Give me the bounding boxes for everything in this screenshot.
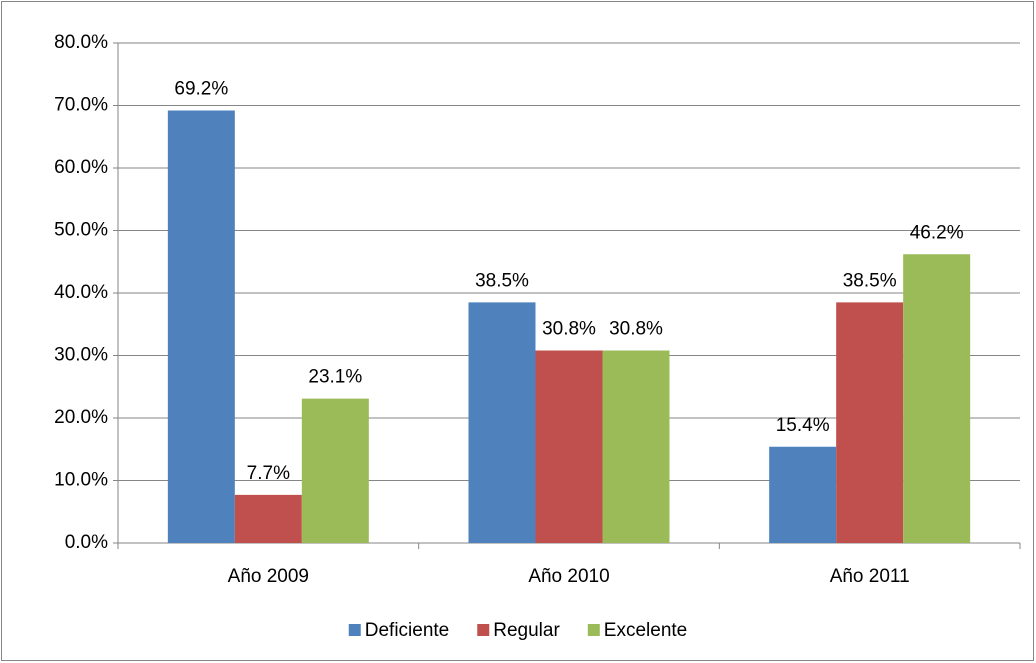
data-label: 30.8%	[542, 319, 596, 340]
y-tick-label: 10.0%	[54, 470, 108, 491]
bar	[234, 494, 302, 543]
bar	[468, 302, 536, 543]
data-label: 7.7%	[247, 463, 290, 484]
y-tick-label: 20.0%	[54, 407, 108, 428]
data-label: 69.2%	[174, 79, 228, 100]
legend-swatch	[348, 624, 361, 636]
data-label: 46.2%	[910, 222, 964, 243]
legend-swatch	[587, 624, 600, 636]
x-tick-label: Año 2009	[228, 566, 309, 587]
data-label: 23.1%	[308, 367, 362, 388]
bar	[836, 302, 904, 543]
y-tick-label: 30.0%	[54, 345, 108, 366]
y-tick-label: 60.0%	[54, 157, 108, 178]
y-tick-label: 50.0%	[54, 220, 108, 241]
bar	[903, 254, 971, 543]
legend-label: Deficiente	[365, 620, 450, 641]
legend-label: Excelente	[604, 620, 687, 641]
y-tick-label: 70.0%	[54, 95, 108, 116]
bar	[167, 110, 235, 543]
y-tick-label: 40.0%	[54, 282, 108, 303]
legend-swatch	[477, 624, 490, 636]
legend-label: Regular	[493, 620, 560, 641]
bar	[769, 446, 837, 543]
data-label: 38.5%	[475, 270, 529, 291]
bar	[535, 350, 603, 543]
x-tick-label: Año 2011	[830, 566, 910, 587]
y-tick-label: 0.0%	[65, 532, 108, 553]
data-label: 38.5%	[843, 270, 897, 291]
data-label: 30.8%	[609, 319, 663, 340]
bar	[602, 350, 670, 543]
x-tick-label: Año 2010	[528, 566, 609, 587]
data-label: 15.4%	[776, 415, 830, 436]
y-tick-label: 80.0%	[54, 32, 108, 53]
bar	[301, 398, 369, 543]
